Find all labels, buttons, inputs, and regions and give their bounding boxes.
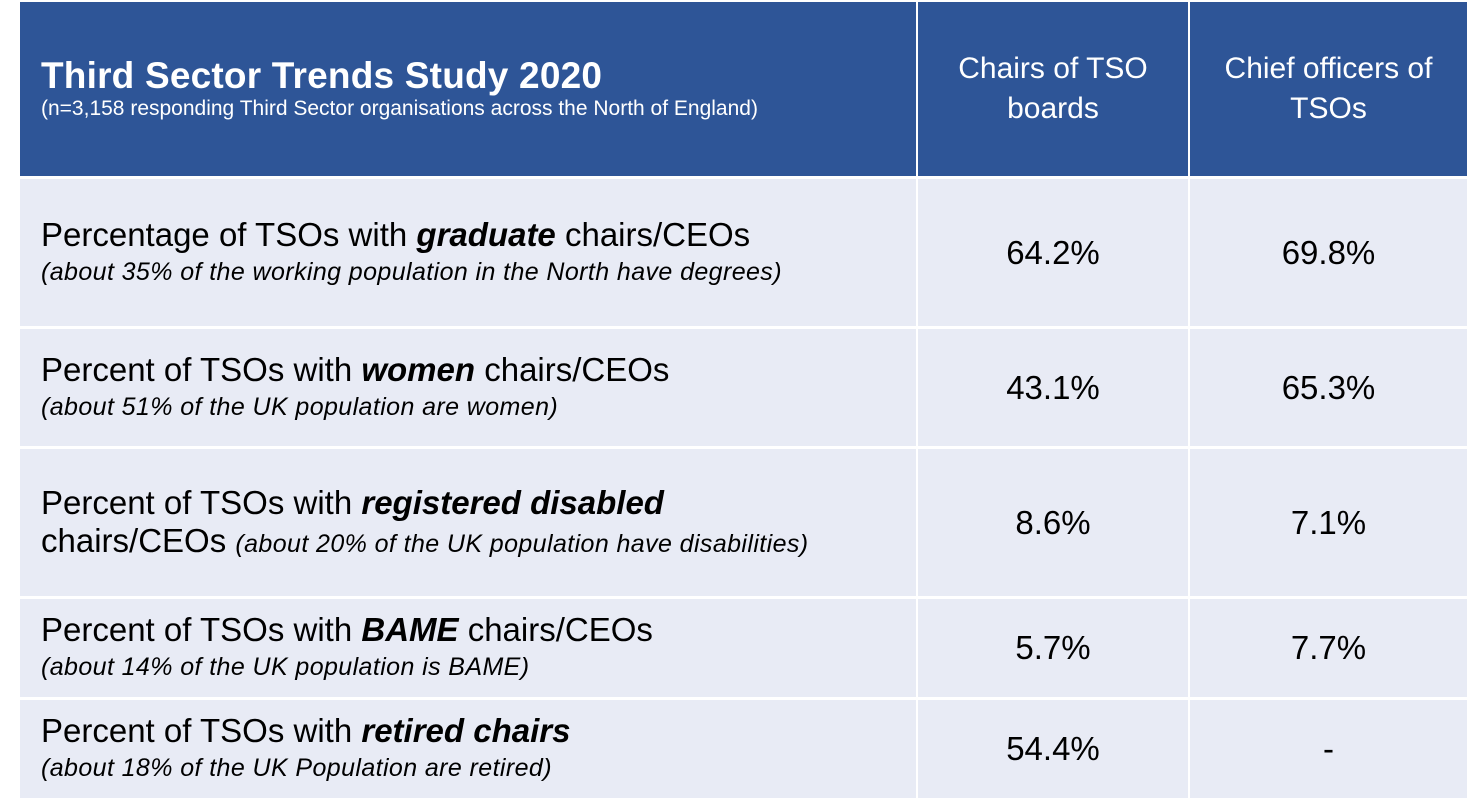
row-description: Percentage of TSOs with graduate chairs/… xyxy=(20,176,918,328)
chiefs-value: 69.8% xyxy=(1189,176,1467,328)
row-note: (about 20% of the UK population have dis… xyxy=(235,529,809,558)
chiefs-value: - xyxy=(1189,697,1467,798)
row-label-prefix: Percent of TSOs with xyxy=(41,611,362,648)
chairs-value: 54.4% xyxy=(917,697,1190,798)
row-label-suffix: chairs/CEOs xyxy=(458,611,653,648)
row-description: Percent of TSOs with BAME chairs/CEOs (a… xyxy=(20,596,918,699)
chairs-value: 8.6% xyxy=(917,446,1190,598)
trends-table: Third Sector Trends Study 2020 (n=3,158 … xyxy=(20,2,1467,798)
row-label-emphasis: retired chairs xyxy=(361,712,571,749)
chiefs-value: 7.1% xyxy=(1189,446,1467,598)
table-header-row: Third Sector Trends Study 2020 (n=3,158 … xyxy=(20,2,1467,178)
row-label-prefix: Percent of TSOs with xyxy=(41,712,362,749)
row-label-suffix: chairs/CEOs xyxy=(41,521,227,559)
row-note: (about 51% of the UK population are wome… xyxy=(41,392,559,421)
chiefs-value: 7.7% xyxy=(1189,596,1467,699)
header-title-cell: Third Sector Trends Study 2020 (n=3,158 … xyxy=(20,2,918,178)
table-title: Third Sector Trends Study 2020 xyxy=(41,55,603,96)
row-description: Percent of TSOs with retired chairs (abo… xyxy=(20,697,918,798)
row-label-emphasis: registered disabled xyxy=(361,483,664,521)
table-row: Percent of TSOs with BAME chairs/CEOs (a… xyxy=(20,596,1467,699)
column-header-chief-officers: Chief officers of TSOs xyxy=(1189,2,1467,178)
table-row: Percentage of TSOs with graduate chairs/… xyxy=(20,176,1467,328)
row-label-emphasis: graduate xyxy=(416,215,556,253)
row-note: (about 35% of the working population in … xyxy=(41,257,782,286)
row-note: (about 18% of the UK Population are reti… xyxy=(41,754,552,782)
chiefs-value: 65.3% xyxy=(1189,326,1467,448)
trends-table-container: Third Sector Trends Study 2020 (n=3,158 … xyxy=(20,2,1467,798)
chairs-value: 5.7% xyxy=(917,596,1190,699)
row-label-prefix: Percentage of TSOs with xyxy=(41,215,417,253)
row-label-prefix: Percent of TSOs with xyxy=(41,483,362,521)
row-note: (about 14% of the UK population is BAME) xyxy=(41,653,530,681)
row-description: Percent of TSOs with women chairs/CEOs (… xyxy=(20,326,918,448)
row-label-suffix: chairs/CEOs xyxy=(555,215,751,253)
row-label-suffix: chairs/CEOs xyxy=(475,350,670,388)
row-label-emphasis: BAME xyxy=(361,611,459,648)
chairs-value: 64.2% xyxy=(917,176,1190,328)
table-subtitle: (n=3,158 responding Third Sector organis… xyxy=(41,97,758,120)
column-header-chairs: Chairs of TSO boards xyxy=(917,2,1190,178)
table-row: Percent of TSOs with registered disabled… xyxy=(20,446,1467,598)
row-label-prefix: Percent of TSOs with xyxy=(41,350,362,388)
table-row: Percent of TSOs with women chairs/CEOs (… xyxy=(20,326,1467,448)
chairs-value: 43.1% xyxy=(917,326,1190,448)
row-description: Percent of TSOs with registered disabled… xyxy=(20,446,918,598)
row-label-emphasis: women xyxy=(361,350,476,388)
table-row: Percent of TSOs with retired chairs (abo… xyxy=(20,697,1467,798)
